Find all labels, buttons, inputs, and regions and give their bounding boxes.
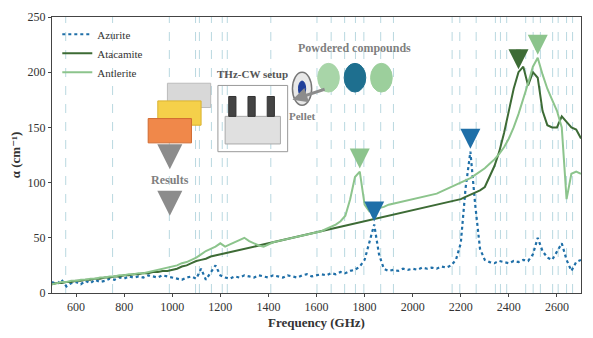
svg-text:Powdered compounds: Powdered compounds (298, 41, 411, 55)
svg-text:α (cm⁻¹): α (cm⁻¹) (8, 132, 23, 179)
svg-text:Antlerite: Antlerite (97, 67, 136, 79)
svg-text:Pellet: Pellet (289, 110, 316, 122)
svg-text:1400: 1400 (256, 300, 280, 314)
svg-text:2000: 2000 (401, 300, 425, 314)
svg-text:Frequency (GHz): Frequency (GHz) (268, 315, 365, 330)
svg-text:1000: 1000 (160, 300, 184, 314)
svg-text:Atacamite: Atacamite (97, 48, 142, 60)
svg-text:2400: 2400 (497, 300, 521, 314)
svg-text:100: 100 (28, 176, 46, 190)
svg-text:200: 200 (28, 65, 46, 79)
svg-text:600: 600 (67, 300, 85, 314)
svg-text:2600: 2600 (545, 300, 569, 314)
svg-text:Results: Results (151, 173, 189, 187)
svg-text:250: 250 (28, 10, 46, 24)
svg-text:800: 800 (115, 300, 133, 314)
svg-text:1600: 1600 (305, 300, 329, 314)
svg-text:50: 50 (34, 231, 46, 245)
svg-text:0: 0 (40, 286, 46, 300)
svg-text:2200: 2200 (449, 300, 473, 314)
svg-text:1800: 1800 (353, 300, 377, 314)
svg-text:THz-CW setup: THz-CW setup (217, 68, 288, 80)
svg-text:150: 150 (28, 121, 46, 135)
svg-text:1200: 1200 (208, 300, 232, 314)
svg-text:Azurite: Azurite (97, 29, 130, 41)
